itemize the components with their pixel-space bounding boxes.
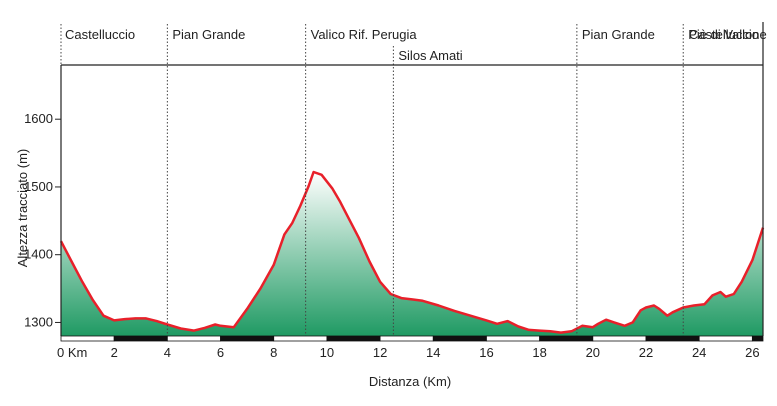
waypoint-label: Pian Grande — [172, 27, 245, 42]
axis-bar-segment — [326, 335, 381, 342]
x-tick-label: 24 — [692, 345, 706, 360]
axis-bar-segment — [273, 335, 328, 342]
x-tick-label: 22 — [639, 345, 653, 360]
waypoint-label: Piè di Vallone — [688, 27, 767, 42]
waypoint-label: Castelluccio — [65, 27, 135, 42]
axis-bar-segment — [751, 335, 764, 342]
axis-bar-segment — [379, 335, 434, 342]
axis-bar-segment — [486, 335, 541, 342]
x-tick-label: 14 — [426, 345, 440, 360]
axis-bar-segment — [113, 335, 168, 342]
elevation-area-group — [59, 170, 765, 336]
x-tick-label: 26 — [745, 345, 759, 360]
y-tick-label: 1600 — [24, 111, 53, 126]
waypoint-label: Valico Rif. Perugia — [311, 27, 418, 42]
axis-bar-segment — [645, 335, 700, 342]
waypoint-labels-group: Castelluccio Pian Grande Valico Rif. Perug… — [65, 27, 767, 63]
x-tick-label: 6 — [217, 345, 224, 360]
axis-bar-segment — [698, 335, 753, 342]
axis-bar-segment — [166, 335, 221, 342]
y-axis-title: Altezza tracciato (m) — [15, 149, 30, 267]
x-tick-label: 16 — [479, 345, 493, 360]
axis-bar-segment — [60, 335, 115, 342]
y-tick-label: 1500 — [24, 179, 53, 194]
plot-frame-group — [60, 22, 764, 336]
x-tick-label: 12 — [373, 345, 387, 360]
waypoint-label: Silos Amati — [398, 48, 462, 63]
waypoint-label: Pian Grande — [582, 27, 655, 42]
y-tick-label: 1400 — [24, 247, 53, 262]
axis-bar-segment — [220, 335, 275, 342]
x-tick-label: 4 — [164, 345, 171, 360]
axis-bar-segment — [592, 335, 647, 342]
waypoint-label: Castelluccio — [689, 27, 759, 42]
x-tick-label: 0 Km — [57, 345, 87, 360]
x-tick-label: 2 — [111, 345, 118, 360]
elevation-area-fill — [61, 172, 763, 336]
tick-labels-group: 0 Km 2 4 6 8 10 12 14 16 18 20 22 24 2613001400150016… — [24, 111, 760, 360]
axis-bar-segment — [539, 335, 594, 342]
x-tick-label: 8 — [270, 345, 277, 360]
y-tick-label: 1300 — [24, 314, 53, 329]
distance-axis-bar-group — [60, 335, 764, 342]
x-tick-label: 18 — [532, 345, 546, 360]
axis-bar-segment — [432, 335, 487, 342]
x-axis-title: Distanza (Km) — [369, 374, 451, 389]
x-tick-label: 10 — [320, 345, 334, 360]
x-tick-label: 20 — [586, 345, 600, 360]
waypoint-lines-group — [60, 24, 684, 336]
elevation-line — [59, 170, 765, 334]
